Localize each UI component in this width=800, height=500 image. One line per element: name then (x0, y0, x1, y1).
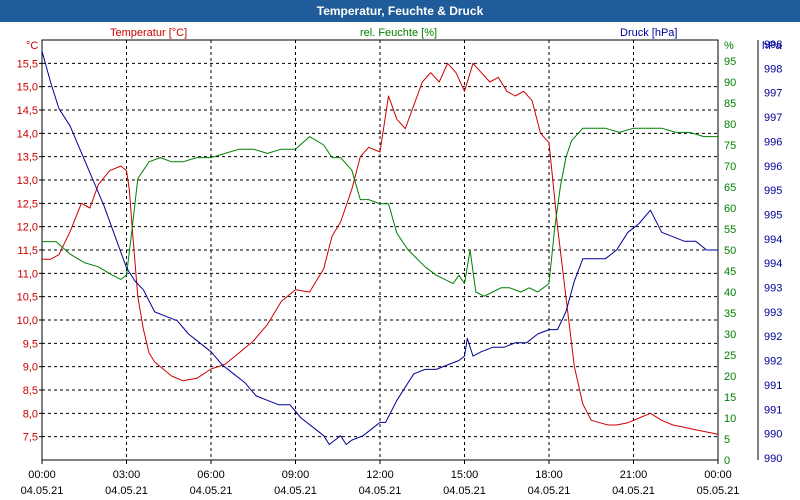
humidity-tick-label: 55 (724, 224, 736, 236)
pressure-tick-label: 992 (764, 331, 782, 343)
temperature-tick-label: 10,5 (17, 292, 38, 304)
temperature-tick-label: 9,5 (23, 338, 38, 350)
temperature-tick-label: 14,0 (17, 128, 38, 140)
x-tick-date-label: 04.05.21 (612, 485, 655, 497)
humidity-unit-label: % (724, 40, 734, 52)
humidity-tick-label: 65 (724, 182, 736, 194)
humidity-tick-label: 20 (724, 371, 736, 383)
pressure-tick-label: 995 (764, 209, 782, 221)
temperature-tick-label: 11,0 (17, 268, 38, 280)
x-tick-time-label: 12:00 (366, 469, 394, 481)
temperature-tick-label: 8,5 (23, 385, 38, 397)
x-tick-date-label: 04.05.21 (105, 485, 148, 497)
temperature-tick-label: 12,0 (17, 222, 38, 234)
temperature-tick-label: 11,5 (17, 245, 38, 257)
humidity-tick-label: 50 (724, 245, 736, 257)
x-tick-time-label: 15:00 (451, 469, 479, 481)
x-tick-time-label: 00:00 (28, 469, 56, 481)
humidity-line (42, 127, 718, 297)
x-tick-date-label: 05.05.21 (697, 485, 740, 497)
pressure-tick-label: 998 (764, 39, 782, 51)
pressure-tick-label: 993 (764, 307, 782, 319)
temperature-axis-label: Temperatur [°C] (110, 27, 187, 39)
pressure-tick-label: 993 (764, 283, 782, 295)
x-tick-date-label: 04.05.21 (528, 485, 571, 497)
pressure-tick-label: 991 (764, 380, 782, 392)
temperature-tick-label: 15,0 (17, 82, 38, 94)
temperature-line (42, 62, 719, 435)
pressure-axis-label: Druck [hPa] (620, 27, 677, 39)
grid-lines (42, 40, 718, 460)
temperature-tick-label: 7,5 (23, 432, 38, 444)
x-tick-date-label: 04.05.21 (443, 485, 486, 497)
pressure-tick-label: 994 (764, 234, 782, 246)
humidity-axis-label: rel. Feuchte [%] (360, 27, 437, 39)
humidity-tick-label: 85 (724, 98, 736, 110)
pressure-tick-label: 996 (764, 161, 782, 173)
humidity-tick-label: 90 (724, 77, 736, 89)
x-tick-time-label: 18:00 (535, 469, 563, 481)
pressure-unit-label: hPa (762, 40, 782, 52)
humidity-tick-label: 95 (724, 56, 736, 68)
x-tick-time-label: 06:00 (197, 469, 225, 481)
temperature-unit-label: °C (26, 40, 38, 52)
pressure-tick-label: 990 (764, 453, 782, 465)
humidity-tick-label: 70 (724, 161, 736, 173)
chart-title: Temperatur, Feuchte & Druck (0, 0, 800, 22)
temperature-tick-label: 10,0 (17, 315, 38, 327)
humidity-tick-label: 25 (724, 350, 736, 362)
temperature-tick-label: 8,0 (23, 408, 38, 420)
pressure-tick-label: 990 (764, 429, 782, 441)
humidity-tick-label: 40 (724, 287, 736, 299)
pressure-tick-label: 994 (764, 258, 782, 270)
pressure-tick-label: 997 (764, 112, 782, 124)
x-tick-time-label: 00:00 (704, 469, 732, 481)
x-tick-time-label: 09:00 (282, 469, 310, 481)
pressure-line (41, 50, 718, 445)
humidity-tick-label: 5 (724, 434, 730, 446)
series-lines (41, 50, 719, 445)
pressure-tick-label: 996 (764, 136, 782, 148)
humidity-tick-label: 35 (724, 308, 736, 320)
humidity-tick-label: 60 (724, 203, 736, 215)
x-tick-date-label: 04.05.21 (190, 485, 233, 497)
x-tick-time-label: 21:00 (620, 469, 648, 481)
pressure-tick-label: 997 (764, 88, 782, 100)
x-tick-labels: 00:00 04.05.21 03:00 04.05.21 06:00 04.05.21 0… (21, 460, 740, 497)
x-tick-date-label: 04.05.21 (274, 485, 317, 497)
pressure-tick-labels: 990 990 991 991 992 992 993 993 994 994 995 995 996 9… (757, 39, 782, 465)
temperature-tick-label: 13,0 (17, 175, 38, 187)
temperature-tick-labels: 7,5 8,0 8,5 9,0 9,5 10,0 10,5 11,0 11,5 12,0 12,5 1… (17, 58, 42, 444)
humidity-tick-label: 0 (724, 455, 730, 467)
temperature-tick-label: 9,0 (23, 362, 38, 374)
temperature-tick-label: 14,5 (17, 105, 38, 117)
pressure-tick-label: 998 (764, 63, 782, 75)
humidity-tick-label: 30 (724, 329, 736, 341)
x-tick-time-label: 03:00 (113, 469, 141, 481)
x-tick-date-label: 04.05.21 (21, 485, 64, 497)
x-tick-date-label: 04.05.21 (359, 485, 402, 497)
pressure-tick-label: 995 (764, 185, 782, 197)
humidity-tick-labels: 0 5 10 15 20 25 30 35 40 45 50 55 60 65 70 75 80 85 90 95 (724, 56, 736, 467)
humidity-tick-label: 15 (724, 392, 736, 404)
humidity-tick-label: 75 (724, 140, 736, 152)
humidity-tick-label: 45 (724, 266, 736, 278)
temperature-tick-label: 15,5 (17, 58, 38, 70)
temperature-tick-label: 13,5 (17, 152, 38, 164)
humidity-tick-label: 80 (724, 119, 736, 131)
chart-canvas: Temperatur [°C] rel. Feuchte [%] Druck [… (0, 22, 800, 500)
temperature-tick-label: 12,5 (17, 198, 38, 210)
pressure-tick-label: 991 (764, 404, 782, 416)
pressure-tick-label: 992 (764, 356, 782, 368)
humidity-tick-label: 10 (724, 413, 736, 425)
